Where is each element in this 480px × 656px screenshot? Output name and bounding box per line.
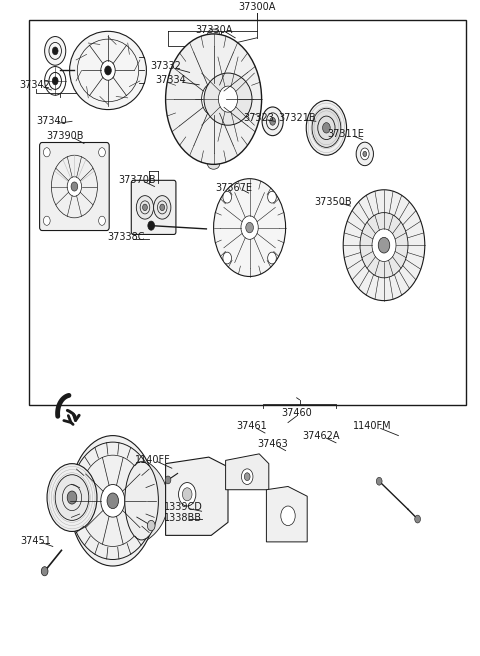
Circle shape	[241, 216, 258, 239]
Polygon shape	[226, 454, 269, 490]
FancyBboxPatch shape	[39, 142, 109, 230]
Text: 37332: 37332	[150, 61, 181, 71]
Circle shape	[179, 483, 196, 506]
Circle shape	[378, 237, 390, 253]
Polygon shape	[266, 487, 307, 542]
Polygon shape	[166, 457, 228, 535]
Circle shape	[268, 252, 276, 264]
Circle shape	[202, 83, 226, 115]
Text: 37338C: 37338C	[107, 232, 144, 241]
Circle shape	[214, 178, 286, 276]
Ellipse shape	[204, 73, 252, 125]
Circle shape	[241, 469, 253, 485]
Text: 37350B: 37350B	[315, 197, 352, 207]
Text: 37462A: 37462A	[302, 431, 339, 441]
Text: 37334: 37334	[155, 75, 186, 85]
Circle shape	[67, 176, 82, 196]
Circle shape	[244, 473, 250, 481]
Circle shape	[44, 216, 50, 225]
Circle shape	[52, 77, 58, 85]
Circle shape	[376, 478, 382, 485]
Circle shape	[154, 195, 171, 219]
Text: 1339CD: 1339CD	[164, 502, 203, 512]
Circle shape	[136, 195, 154, 219]
Text: 37330A: 37330A	[195, 25, 232, 35]
Text: 1140FM: 1140FM	[353, 421, 391, 432]
Ellipse shape	[70, 436, 156, 566]
Circle shape	[52, 47, 58, 55]
Circle shape	[166, 34, 262, 165]
Text: 37321B: 37321B	[279, 113, 316, 123]
Circle shape	[218, 86, 238, 112]
Ellipse shape	[207, 159, 220, 169]
Text: 37323: 37323	[244, 113, 275, 123]
FancyBboxPatch shape	[132, 180, 176, 234]
Circle shape	[208, 91, 219, 107]
Circle shape	[223, 252, 231, 264]
Circle shape	[44, 148, 50, 157]
Circle shape	[415, 515, 420, 523]
Text: 37370B: 37370B	[118, 175, 156, 185]
Circle shape	[47, 464, 97, 531]
Circle shape	[148, 221, 155, 230]
Circle shape	[262, 107, 283, 136]
Circle shape	[45, 37, 66, 65]
Circle shape	[372, 229, 396, 262]
Circle shape	[182, 488, 192, 501]
Text: 37460: 37460	[281, 409, 312, 419]
Text: 37342: 37342	[19, 80, 50, 90]
Circle shape	[41, 567, 48, 576]
Circle shape	[363, 152, 367, 157]
Circle shape	[101, 60, 115, 80]
Circle shape	[165, 476, 171, 484]
Text: 37451: 37451	[21, 535, 51, 546]
Circle shape	[306, 100, 347, 155]
Circle shape	[105, 66, 111, 75]
Circle shape	[323, 123, 330, 133]
FancyArrowPatch shape	[67, 411, 79, 420]
Ellipse shape	[70, 31, 146, 110]
Circle shape	[99, 216, 106, 225]
Circle shape	[360, 148, 369, 160]
Circle shape	[223, 192, 231, 203]
Circle shape	[67, 491, 77, 504]
Circle shape	[143, 204, 147, 211]
Bar	[29, 20, 466, 405]
Circle shape	[360, 213, 408, 277]
Circle shape	[356, 142, 373, 166]
Circle shape	[101, 485, 125, 517]
Circle shape	[99, 148, 106, 157]
Circle shape	[281, 506, 295, 525]
Circle shape	[45, 66, 66, 95]
Circle shape	[312, 108, 341, 148]
Text: 1140FF: 1140FF	[135, 455, 170, 464]
Circle shape	[71, 182, 78, 191]
Ellipse shape	[82, 455, 168, 546]
Circle shape	[270, 117, 276, 125]
Circle shape	[343, 190, 425, 300]
Text: 37367E: 37367E	[216, 183, 253, 193]
Text: 1338BB: 1338BB	[164, 513, 203, 523]
Text: 37463: 37463	[257, 439, 288, 449]
Circle shape	[160, 204, 165, 211]
Circle shape	[268, 192, 276, 203]
Text: 37311E: 37311E	[327, 129, 364, 139]
Circle shape	[246, 222, 253, 233]
Circle shape	[49, 72, 61, 89]
Text: 37340: 37340	[36, 116, 67, 127]
Circle shape	[147, 520, 155, 531]
Circle shape	[107, 493, 119, 508]
Text: 37390B: 37390B	[46, 131, 84, 141]
Ellipse shape	[125, 462, 158, 540]
Text: 37300A: 37300A	[238, 2, 276, 12]
Text: 37461: 37461	[237, 421, 267, 432]
Ellipse shape	[207, 29, 220, 39]
Circle shape	[55, 475, 89, 520]
